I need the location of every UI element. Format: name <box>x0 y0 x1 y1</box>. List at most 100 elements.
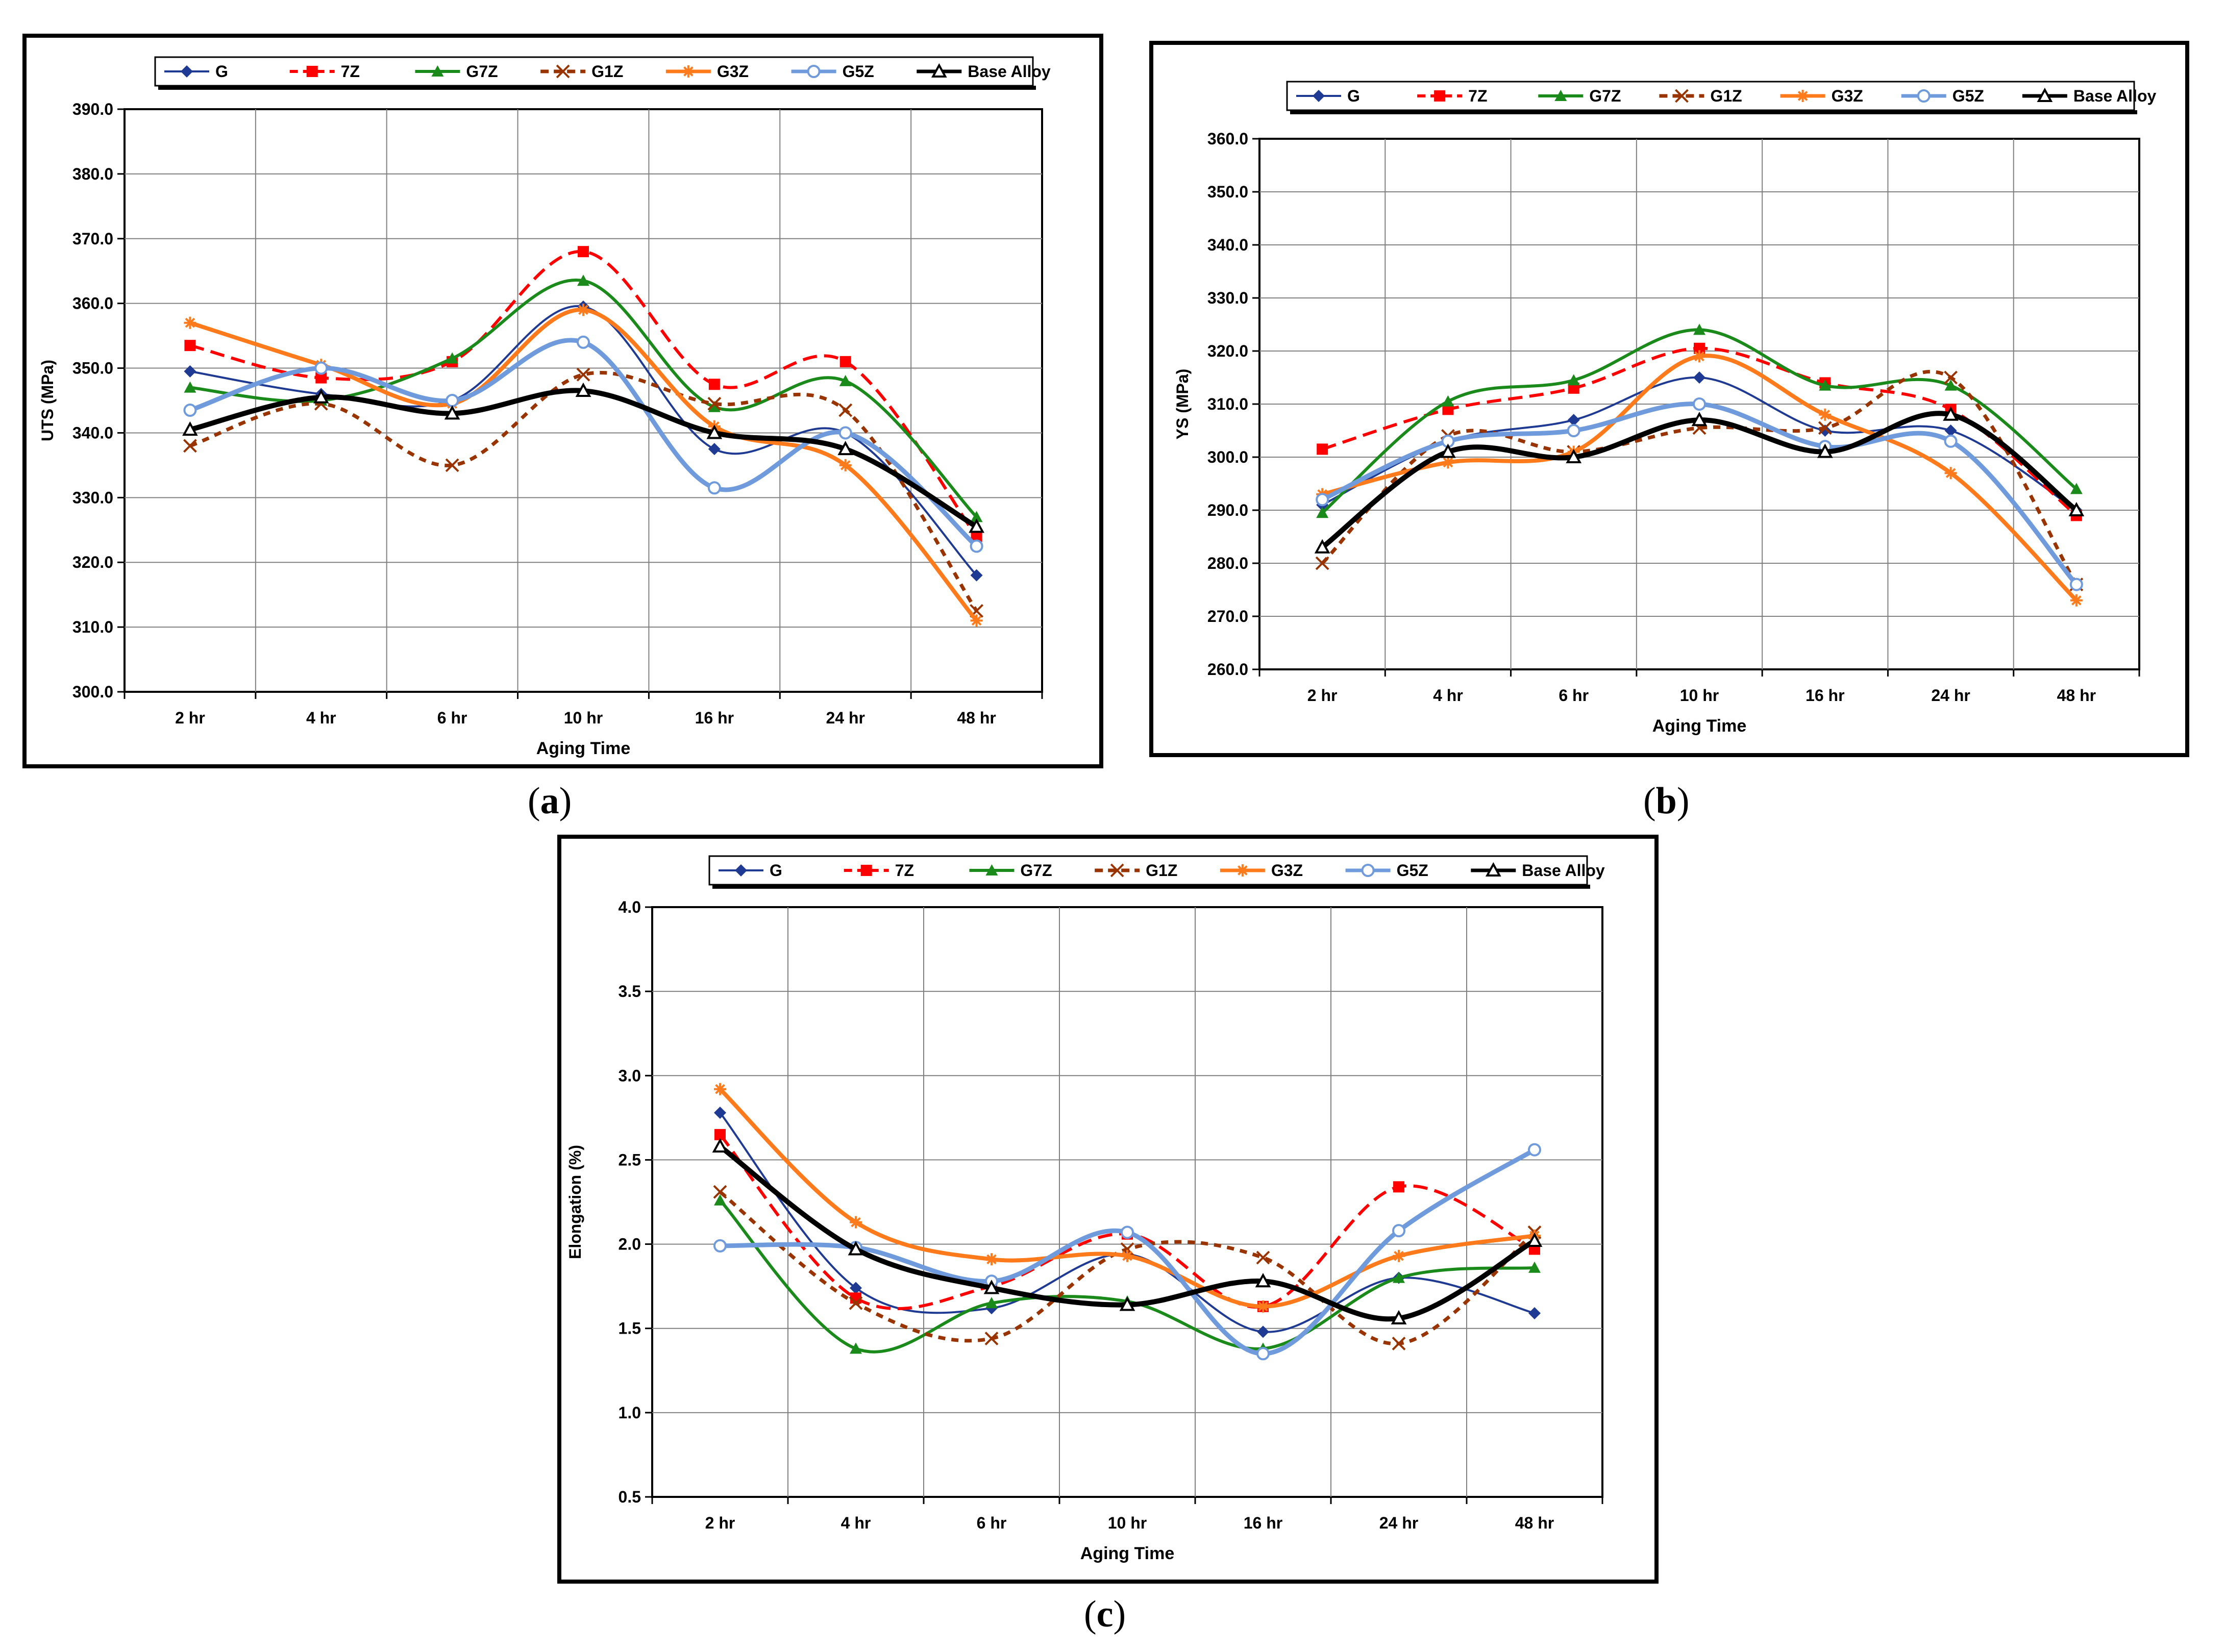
caption-a-letter: a <box>540 780 559 822</box>
data-point-7z <box>1442 404 1454 415</box>
data-point-g <box>714 1106 726 1119</box>
legend-marker-g7z <box>431 65 444 77</box>
data-point-g3z <box>1944 467 1957 480</box>
data-point-base-alloy <box>1440 443 1456 458</box>
legend-marker-g3z <box>1236 864 1249 877</box>
data-point-g3z <box>1257 1300 1269 1313</box>
data-point-g <box>1567 414 1580 427</box>
data-point-g5z <box>707 481 721 495</box>
legend-marker-base-alloy <box>1485 862 1501 877</box>
data-point-g5z <box>183 404 197 417</box>
data-point-g7z <box>577 274 589 286</box>
y-tick-label: 3.0 <box>619 1066 641 1085</box>
legend-label-base-alloy: Base Alloy <box>968 62 1051 81</box>
y-tick-label: 300.0 <box>72 683 113 701</box>
data-point-g5z <box>1693 397 1706 411</box>
x-tick-label: 10 hr <box>564 709 603 727</box>
x-axis-label: Aging Time <box>1652 716 1747 736</box>
data-point-base-alloy <box>1943 406 1959 421</box>
legend-label-g7z: G7Z <box>1589 87 1621 105</box>
legend-label-7z: 7Z <box>341 62 360 81</box>
data-point-g5z <box>970 539 983 553</box>
data-point-g <box>1693 371 1705 384</box>
data-point-g1z <box>849 1296 863 1310</box>
data-point-g1z <box>713 1185 727 1199</box>
data-point-base-alloy <box>706 424 723 439</box>
legend-label-g: G <box>215 62 228 81</box>
data-point-base-alloy <box>1817 443 1833 458</box>
y-axis-label: Elongation (%) <box>566 1145 584 1259</box>
data-point-g5z <box>446 394 459 407</box>
legend-shadow <box>712 885 1590 889</box>
data-point-7z <box>1694 342 1705 354</box>
data-point-g <box>184 365 196 378</box>
y-tick-label: 340.0 <box>1207 236 1248 254</box>
x-tick-label: 10 hr <box>1108 1514 1147 1532</box>
x-tick-label: 6 hr <box>437 709 467 727</box>
data-point-base-alloy <box>983 1280 1000 1294</box>
chart-b-svg: 260.0 270.0 280.0 290.0 300.0 310.0 320.0 330.0… <box>1173 81 2157 736</box>
y-tick-label: 1.0 <box>619 1404 641 1422</box>
data-point-g7z <box>1693 323 1705 335</box>
data-point-g5z <box>1256 1347 1270 1361</box>
legend-label-g: G <box>770 861 782 880</box>
legend-box <box>708 855 1588 886</box>
data-point-g7z <box>1528 1261 1541 1273</box>
legend-label-base-alloy: Base Alloy <box>1522 861 1605 880</box>
y-tick-label: 350.0 <box>72 359 113 378</box>
legend-marker-7z <box>306 66 318 77</box>
y-tick-label: 310.0 <box>72 618 113 636</box>
y-tick-label: 2.5 <box>619 1150 641 1169</box>
data-point-g5z <box>1121 1225 1134 1239</box>
caption-c: (c) <box>1084 1593 1126 1635</box>
y-tick-label: 2.0 <box>619 1235 641 1254</box>
data-point-g3z <box>714 1083 726 1095</box>
legend-marker-g5z <box>1917 89 1931 103</box>
legend-label-g1z: G1Z <box>1146 861 1177 880</box>
data-point-7z <box>839 356 851 367</box>
data-point-g5z <box>1528 1143 1541 1157</box>
data-point-g7z <box>1819 379 1832 391</box>
legend-label-g5z: G5Z <box>1397 861 1428 880</box>
data-point-g7z <box>970 511 983 522</box>
data-point-g1z <box>445 458 459 472</box>
legend-label-g5z: G5Z <box>1952 87 1984 105</box>
legend: G 7Z G7Z G1Z G3Z G5Z Base Alloy <box>1286 81 2157 114</box>
legend-marker-g1z <box>556 64 570 79</box>
data-point-base-alloy <box>2068 502 2085 516</box>
y-tick-label: 270.0 <box>1207 607 1248 625</box>
data-point-g7z <box>184 381 196 393</box>
x-tick-label: 6 hr <box>977 1514 1007 1532</box>
data-point-g3z <box>2070 594 2083 607</box>
data-point-g1z <box>183 439 197 453</box>
legend-label-7z: 7Z <box>895 861 914 880</box>
legend-label-base-alloy: Base Alloy <box>2073 87 2157 105</box>
data-point-base-alloy <box>444 405 460 420</box>
data-point-7z <box>1317 443 1328 455</box>
y-tick-label: 380.0 <box>72 165 113 183</box>
data-point-base-alloy <box>837 440 854 456</box>
data-point-7z <box>714 1129 726 1140</box>
legend-label-g7z: G7Z <box>1020 861 1052 880</box>
data-point-g3z <box>1693 350 1705 363</box>
x-tick-label: 24 hr <box>1379 1514 1418 1532</box>
legend-label-g3z: G3Z <box>1271 861 1303 880</box>
y-tick-label: 290.0 <box>1207 501 1248 519</box>
data-point-g5z <box>713 1239 727 1253</box>
data-point-g <box>850 1282 862 1294</box>
data-point-base-alloy <box>313 389 329 404</box>
data-point-g7z <box>2070 483 2083 494</box>
data-point-g5z <box>2069 578 2083 591</box>
data-point-g7z <box>1316 507 1329 518</box>
y-tick-label: 3.5 <box>619 982 641 1000</box>
data-point-g7z <box>446 352 459 364</box>
x-tick-label: 2 hr <box>705 1514 735 1532</box>
series-g5z <box>183 335 983 553</box>
y-tick-label: 350.0 <box>1207 183 1248 201</box>
data-point-g3z <box>985 1253 998 1266</box>
data-point-base-alloy <box>1255 1273 1271 1288</box>
data-point-g7z <box>839 374 852 386</box>
x-tick-label: 2 hr <box>175 709 205 727</box>
data-point-base-alloy <box>1391 1310 1407 1324</box>
legend-label-7z: 7Z <box>1468 87 1487 105</box>
